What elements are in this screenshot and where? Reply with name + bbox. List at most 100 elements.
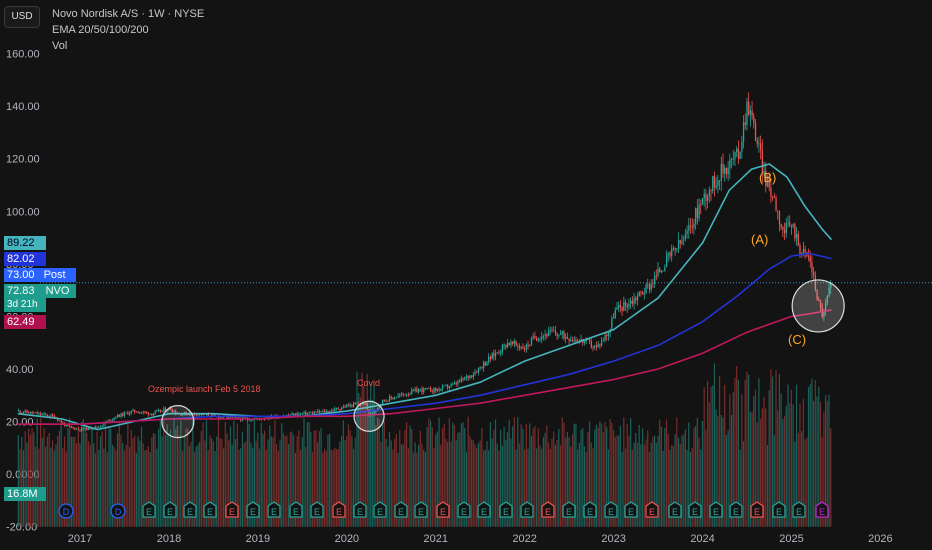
volume-bar bbox=[392, 449, 394, 527]
volume-bar bbox=[541, 448, 543, 527]
candle-body bbox=[363, 402, 365, 405]
volume-bar bbox=[103, 448, 105, 527]
candle-body bbox=[395, 397, 398, 399]
volume-bar bbox=[481, 427, 483, 527]
volume-bar bbox=[438, 417, 440, 527]
event-marker-label: E bbox=[672, 507, 678, 517]
volume-bar bbox=[811, 378, 813, 527]
volume-bar bbox=[628, 435, 630, 527]
volume-bar bbox=[395, 434, 397, 527]
candle-body bbox=[645, 284, 647, 294]
volume-bar bbox=[459, 432, 461, 527]
volume-bar bbox=[703, 387, 705, 527]
volume-bar bbox=[318, 431, 320, 527]
volume-bar bbox=[503, 426, 505, 527]
earnings-marker bbox=[499, 501, 513, 518]
earnings-marker bbox=[289, 501, 303, 518]
candle-body bbox=[116, 414, 119, 418]
event-marker-label: E bbox=[398, 507, 404, 517]
candle-body bbox=[315, 412, 317, 413]
volume-bar bbox=[648, 452, 651, 527]
volume-bar bbox=[337, 449, 339, 527]
volume-bar bbox=[826, 400, 828, 527]
volume-bar bbox=[655, 443, 657, 527]
volume-bar bbox=[748, 374, 750, 527]
volume-bar bbox=[394, 439, 396, 527]
candle-body bbox=[110, 419, 112, 421]
volume-bar bbox=[440, 444, 442, 527]
candle-body bbox=[74, 427, 76, 430]
volume-bar bbox=[156, 448, 158, 527]
event-marker-label: E bbox=[336, 507, 342, 517]
last-price: 72.83 bbox=[7, 285, 35, 297]
volume-bar bbox=[724, 384, 726, 527]
volume-legend[interactable]: Vol bbox=[52, 40, 68, 52]
volume-bar bbox=[127, 424, 129, 527]
volume-bar bbox=[199, 441, 201, 527]
volume-bar bbox=[780, 393, 782, 527]
bar-countdown: 3d 21h bbox=[4, 298, 46, 312]
volume-bar bbox=[130, 430, 132, 527]
ticker-label: NVO bbox=[45, 285, 70, 297]
event-marker-label: E bbox=[146, 507, 152, 517]
volume-bar bbox=[715, 409, 717, 527]
candle-body bbox=[24, 410, 26, 413]
volume-bar bbox=[346, 436, 348, 527]
volume-bar bbox=[580, 429, 582, 527]
earnings-marker bbox=[477, 501, 491, 518]
candle-body bbox=[592, 347, 594, 349]
volume-bar bbox=[664, 428, 666, 527]
candle-body bbox=[140, 412, 143, 414]
volume-bar bbox=[505, 440, 507, 527]
candle-body bbox=[648, 284, 651, 290]
volume-bar bbox=[118, 422, 120, 527]
candle-body bbox=[161, 410, 163, 412]
candle-body bbox=[60, 420, 62, 423]
volume-bar bbox=[742, 441, 745, 527]
candle-body bbox=[689, 225, 692, 227]
candle-body bbox=[188, 414, 191, 416]
indicator-legend[interactable]: EMA 20/50/100/200 bbox=[52, 24, 149, 36]
candle-body bbox=[159, 410, 162, 412]
candle-body bbox=[327, 411, 329, 413]
candle-body bbox=[53, 415, 56, 419]
candle-body bbox=[742, 122, 745, 142]
candle-body bbox=[813, 271, 815, 276]
volume-bar bbox=[116, 433, 119, 527]
currency-selector[interactable]: USD bbox=[4, 6, 40, 28]
candle-body bbox=[400, 393, 403, 396]
candle-body bbox=[470, 375, 473, 378]
candle-body bbox=[722, 163, 724, 174]
candle-body bbox=[26, 410, 28, 413]
candle-body bbox=[631, 300, 634, 304]
volume-bar bbox=[515, 449, 517, 527]
volume-bar bbox=[435, 434, 437, 527]
volume-bar bbox=[36, 418, 38, 527]
event-marker-label: E bbox=[167, 507, 173, 517]
volume-bar bbox=[264, 430, 266, 527]
candle-body bbox=[125, 412, 127, 414]
candle-body bbox=[534, 336, 536, 338]
candle-body bbox=[503, 344, 505, 346]
volume-bar bbox=[366, 373, 368, 527]
candle-body bbox=[489, 356, 492, 360]
ozempic-circle bbox=[161, 404, 195, 439]
earnings-marker bbox=[645, 501, 659, 518]
volume-bar bbox=[33, 432, 35, 527]
candle-body bbox=[98, 426, 100, 428]
candle-body bbox=[760, 143, 762, 150]
volume-bar bbox=[739, 450, 741, 527]
volume-bar bbox=[258, 448, 261, 527]
candle-body bbox=[57, 418, 59, 421]
volume-bar bbox=[240, 448, 242, 527]
candle-body bbox=[164, 408, 167, 412]
candle-body bbox=[754, 122, 757, 141]
volume-bar bbox=[175, 429, 177, 527]
volume-bar bbox=[575, 423, 577, 527]
volume-bar bbox=[806, 437, 808, 527]
candle-body bbox=[399, 395, 401, 396]
candle-body bbox=[703, 193, 705, 199]
volume-bar bbox=[760, 419, 762, 527]
candle-body bbox=[707, 196, 709, 201]
